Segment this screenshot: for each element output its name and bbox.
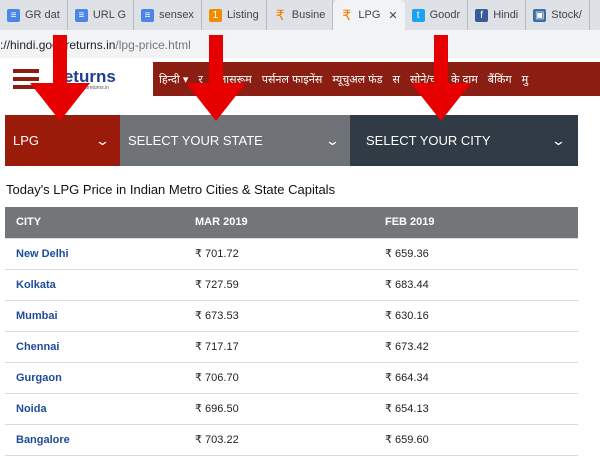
city-link[interactable]: Gurgaon bbox=[5, 361, 195, 394]
table-row: New Delhi ₹ 701.72 ₹ 659.36 bbox=[5, 237, 578, 270]
browser-tab[interactable]: ₹ LPG ✕ bbox=[333, 0, 405, 30]
tab-label: URL G bbox=[92, 9, 127, 21]
feb-price: ₹ 683.44 bbox=[385, 268, 578, 301]
orange-circle-icon: 1 bbox=[208, 8, 222, 22]
city-select-value: SELECT YOUR CITY bbox=[366, 133, 491, 148]
tab-label: Listing bbox=[226, 9, 259, 21]
browser-tab[interactable]: ≡ URL G bbox=[68, 0, 135, 30]
tab-label: LPG bbox=[358, 9, 381, 21]
mar-price: ₹ 703.22 bbox=[195, 423, 385, 456]
table-row: Bangalore ₹ 703.22 ₹ 659.60 bbox=[5, 423, 578, 456]
browser-tab[interactable]: f Hindi bbox=[468, 0, 527, 30]
fuel-select-value: LPG bbox=[13, 133, 40, 148]
browser-tab[interactable]: t Goodr bbox=[405, 0, 469, 30]
city-link[interactable]: New Delhi bbox=[5, 237, 195, 270]
city-select[interactable]: SELECT YOUR CITY ⌄ bbox=[350, 115, 578, 166]
table-row: Chennai ₹ 717.17 ₹ 673.42 bbox=[5, 330, 578, 363]
nav-link[interactable]: म्यूचुअल फंड bbox=[332, 73, 383, 86]
state-select[interactable]: SELECT YOUR STATE ⌄ bbox=[120, 115, 350, 166]
brand-name: eturns bbox=[63, 66, 116, 86]
city-link[interactable]: Bangalore bbox=[5, 423, 195, 456]
rupee-icon: ₹ bbox=[342, 6, 352, 23]
lpg-price-table: CITY MAR 2019 FEB 2019 New Delhi ₹ 701.72… bbox=[5, 207, 578, 456]
state-select-value: SELECT YOUR STATE bbox=[128, 133, 263, 148]
nav-link[interactable]: मु bbox=[521, 73, 529, 86]
city-link[interactable]: Noida bbox=[5, 392, 195, 425]
browser-tab[interactable]: 1 Listing bbox=[202, 0, 267, 30]
browser-tab[interactable]: ▣ Stock/ bbox=[526, 0, 590, 30]
feb-price: ₹ 659.36 bbox=[385, 237, 578, 270]
tab-label: sensex bbox=[159, 9, 194, 21]
feb-price: ₹ 654.13 bbox=[385, 392, 578, 425]
browser-tab-strip: ≡ GR dat ≡ URL G ≡ sensex 1 Listing ₹ Busine ₹ LPG ✕… bbox=[0, 0, 600, 30]
mar-price: ₹ 701.72 bbox=[195, 237, 385, 270]
nav-link[interactable]: स bbox=[392, 73, 400, 86]
language-select[interactable]: हिन्दी ▾ bbox=[159, 73, 189, 86]
docs-icon: ≡ bbox=[141, 8, 155, 22]
tab-label: GR dat bbox=[25, 9, 60, 21]
nav-link[interactable]: पर्सनल फाइनेंस bbox=[261, 73, 323, 86]
fuel-select[interactable]: LPG ⌄ bbox=[5, 115, 120, 166]
docs-icon: ≡ bbox=[7, 8, 20, 22]
browser-tab[interactable]: ₹ Busine bbox=[267, 0, 334, 30]
feb-price: ₹ 673.42 bbox=[385, 330, 578, 363]
facebook-icon: f bbox=[475, 8, 489, 22]
city-link[interactable]: Mumbai bbox=[5, 299, 195, 332]
city-link[interactable]: Chennai bbox=[5, 330, 195, 363]
rupee-icon: ₹ bbox=[275, 6, 285, 23]
city-link[interactable]: Kolkata bbox=[5, 268, 195, 301]
chevron-down-icon: ⌄ bbox=[550, 132, 567, 148]
mar-price: ₹ 696.50 bbox=[195, 392, 385, 425]
nav-link[interactable]: र bbox=[198, 73, 203, 86]
mar-price: ₹ 717.17 bbox=[195, 330, 385, 363]
browser-tab[interactable]: ≡ GR dat bbox=[0, 0, 68, 30]
nav-link[interactable]: बैंकिंग bbox=[487, 73, 512, 86]
feb-price: ₹ 664.34 bbox=[385, 361, 578, 394]
header-mar-2019: MAR 2019 bbox=[195, 207, 385, 238]
url-path: /lpg-price.html bbox=[115, 38, 191, 52]
header-feb-2019: FEB 2019 bbox=[385, 207, 578, 238]
browser-tab[interactable]: ≡ sensex bbox=[134, 0, 202, 30]
table-row: Kolkata ₹ 727.59 ₹ 683.44 bbox=[5, 268, 578, 301]
tab-label: Hindi bbox=[493, 9, 519, 21]
feb-price: ₹ 659.60 bbox=[385, 423, 578, 456]
feb-price: ₹ 630.16 bbox=[385, 299, 578, 332]
page-title: Today's LPG Price in Indian Metro Cities… bbox=[6, 182, 336, 197]
tab-label: Goodr bbox=[429, 9, 461, 21]
image-icon: ▣ bbox=[533, 8, 547, 22]
chevron-down-icon: ⌄ bbox=[324, 132, 341, 148]
docs-icon: ≡ bbox=[74, 8, 88, 22]
tab-label: Busine bbox=[291, 9, 326, 21]
hamburger-menu-icon[interactable] bbox=[13, 69, 39, 89]
close-tab-icon[interactable]: ✕ bbox=[388, 9, 398, 22]
twitter-icon: t bbox=[411, 8, 425, 22]
chevron-down-icon: ⌄ bbox=[94, 132, 111, 148]
table-row: Gurgaon ₹ 706.70 ₹ 664.34 bbox=[5, 361, 578, 394]
address-bar[interactable]: ://hindi.goodreturns.in/lpg-price.html bbox=[0, 30, 600, 58]
site-logo[interactable]: ₹eturns www.goodreturns.in bbox=[5, 62, 153, 96]
site-nav: ₹eturns www.goodreturns.in हिन्दी ▾ रक्ल… bbox=[5, 62, 600, 96]
table-row: Mumbai ₹ 673.53 ₹ 630.16 bbox=[5, 299, 578, 332]
header-city: CITY bbox=[5, 207, 195, 238]
mar-price: ₹ 706.70 bbox=[195, 361, 385, 394]
mar-price: ₹ 673.53 bbox=[195, 299, 385, 332]
table-row: Noida ₹ 696.50 ₹ 654.13 bbox=[5, 392, 578, 425]
mar-price: ₹ 727.59 bbox=[195, 268, 385, 301]
tab-label: Stock/ bbox=[551, 9, 582, 21]
